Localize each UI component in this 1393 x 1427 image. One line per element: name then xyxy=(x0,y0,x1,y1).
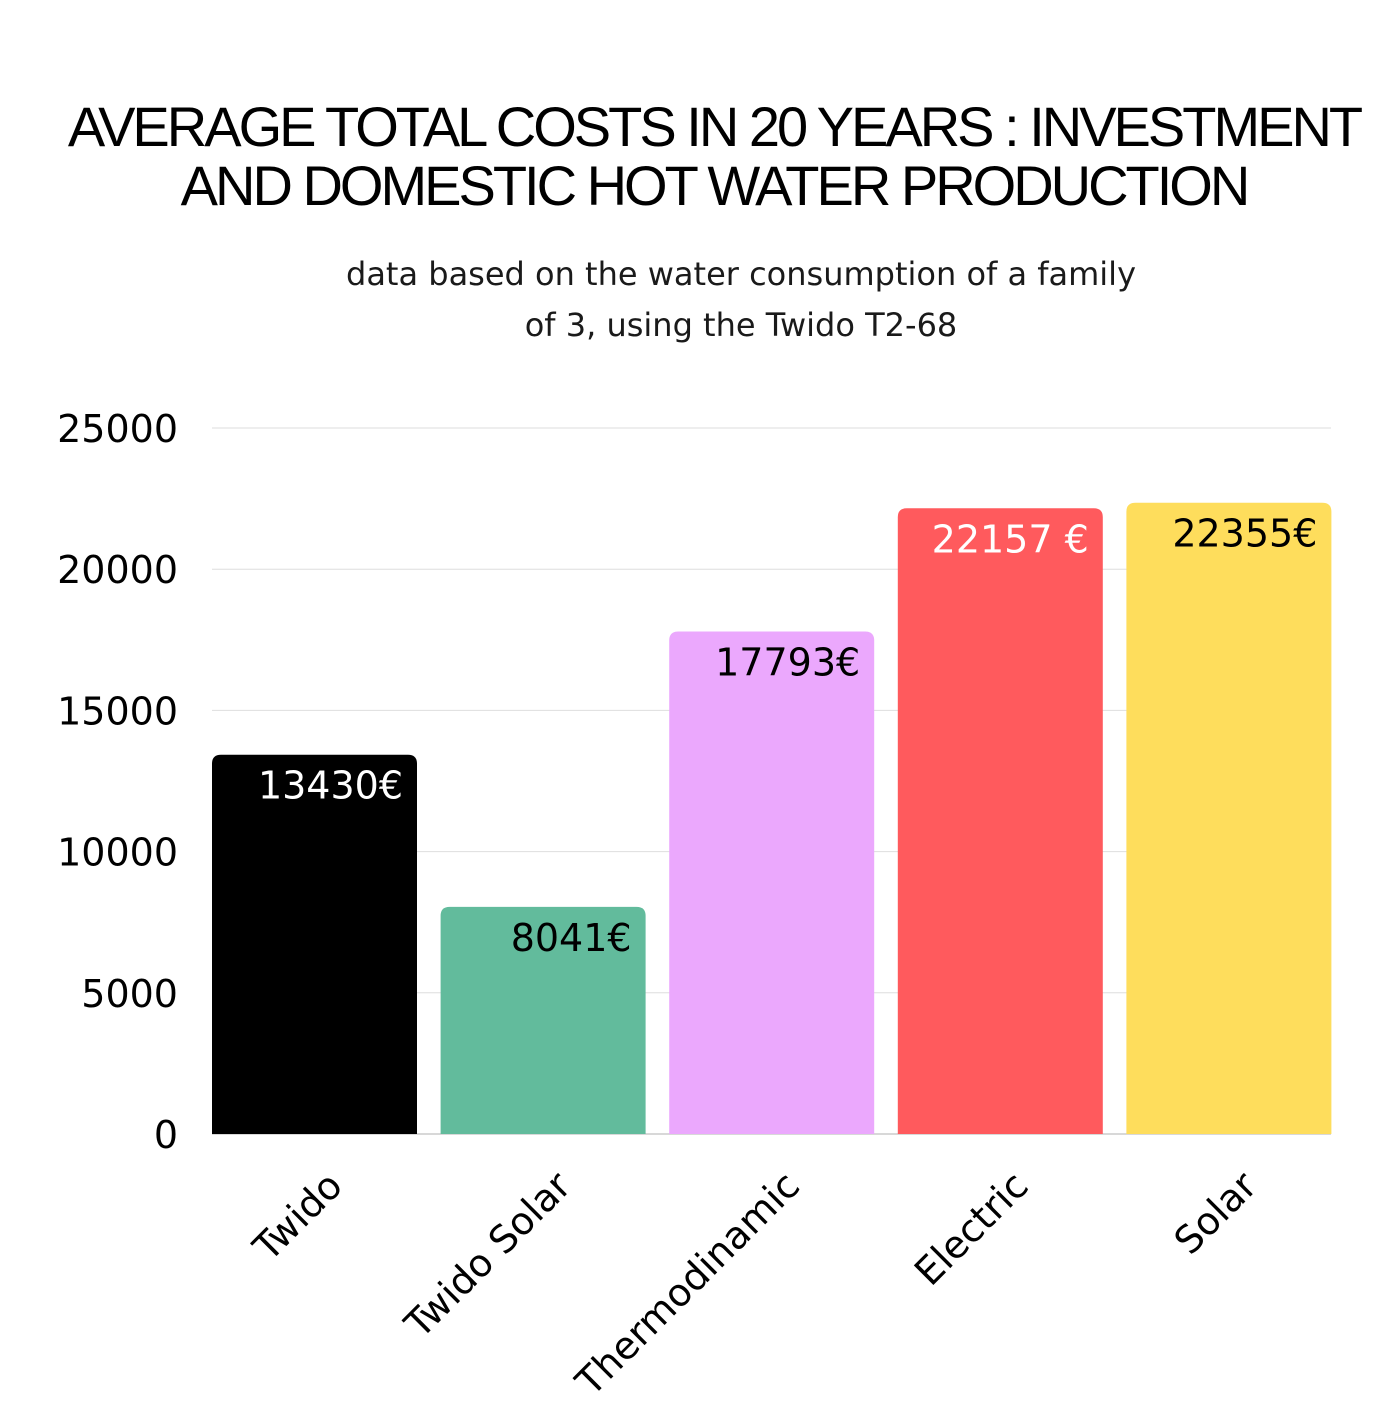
data-label: 22355€ xyxy=(1172,512,1317,556)
y-tick-label: 25000 xyxy=(57,407,178,451)
bar-thermodinamic xyxy=(669,631,875,1134)
x-category-label: Thermodinamic xyxy=(567,1163,808,1404)
chart-title-line-1: AVERAGE TOTAL COSTS IN 20 YEARS : INVEST… xyxy=(68,95,1362,158)
y-tick-label: 5000 xyxy=(81,972,178,1016)
y-tick-label: 15000 xyxy=(57,689,178,733)
bar-solar xyxy=(1126,502,1332,1134)
data-label: 13430€ xyxy=(258,764,403,808)
x-category-label: Solar xyxy=(1166,1163,1266,1263)
y-tick-label: 0 xyxy=(154,1113,178,1157)
bars xyxy=(212,502,1332,1134)
bar-twido-solar xyxy=(440,906,646,1134)
y-tick-label: 20000 xyxy=(57,548,178,592)
bar-electric xyxy=(897,508,1103,1134)
y-axis-ticks: 0 5000 10000 15000 20000 25000 xyxy=(57,407,178,1157)
x-category-label: Twido xyxy=(244,1163,351,1270)
x-category-label: Electric xyxy=(906,1163,1037,1294)
bar-twido xyxy=(212,754,417,1134)
chart-subtitle-line-1: data based on the water consumption of a… xyxy=(346,255,1136,293)
y-tick-label: 10000 xyxy=(57,831,178,875)
x-category-label: Twido Solar xyxy=(396,1163,580,1347)
data-label: 17793€ xyxy=(715,641,860,685)
data-label: 22157 € xyxy=(932,517,1089,561)
data-label: 8041€ xyxy=(511,916,632,960)
data-labels: 13430€ 8041€ 17793€ 22157 € 22355€ xyxy=(258,512,1317,960)
chart-title-line-2: AND DOMESTIC HOT WATER PRODUCTION xyxy=(181,154,1248,217)
chart-subtitle-line-2: of 3, using the Twido T2-68 xyxy=(525,306,958,344)
